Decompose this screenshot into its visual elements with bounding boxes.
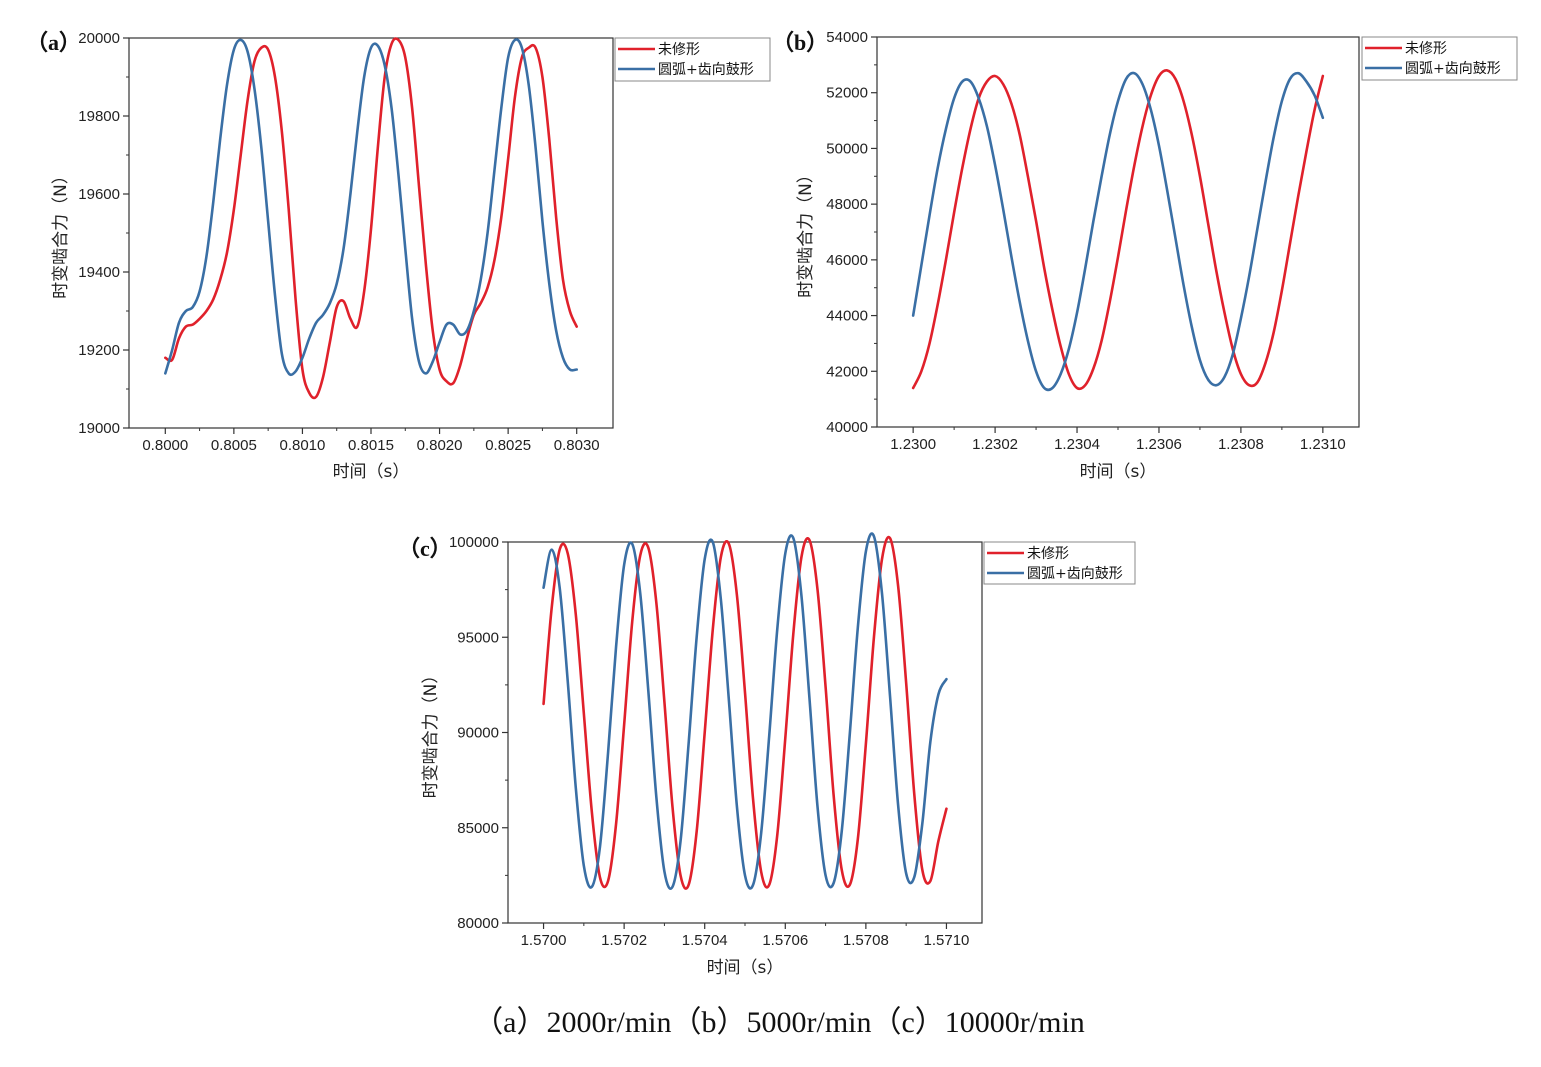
x-tick-label: 1.5710 [924, 932, 970, 949]
panel-b: （b） 40000 42000 44000 46000 48000 50000 52000 54… [772, 29, 1518, 482]
series-line-unmodified [542, 535, 948, 890]
legend-box [983, 541, 1136, 585]
series-line-unmodified [911, 69, 1325, 391]
y-tick-label: 50000 [826, 140, 868, 157]
y-tick-label: 19000 [78, 420, 120, 437]
x-tick-label: 1.5708 [843, 932, 889, 949]
panel-c: （c） 80000 85000 90000 95000 100000 1.5700 1.570… [398, 532, 1136, 978]
x-tick-label: 0.8005 [211, 437, 257, 454]
legend-box [614, 37, 771, 82]
panel-label: （b） [772, 30, 828, 55]
y-tick-label: 46000 [826, 252, 868, 269]
x-tick-label: 0.8010 [279, 437, 325, 454]
x-tick-label: 0.8025 [485, 437, 531, 454]
y-tick-label: 19400 [78, 264, 120, 281]
panel-a: （a） 19000 19200 19400 19600 19800 20000 0.8000 0… [26, 30, 771, 482]
x-tick-label: 1.5704 [682, 932, 728, 949]
y-tick-label: 52000 [826, 85, 868, 102]
y-tick-label: 19200 [78, 342, 120, 359]
x-tick-label: 1.2300 [890, 436, 936, 453]
legend-entry: 圆弧+齿向鼓形 [658, 62, 754, 78]
legend-entry: 未修形 [658, 42, 700, 58]
y-tick-label: 90000 [457, 725, 499, 742]
x-axis-label: 时间（s） [707, 958, 784, 978]
x-axis-label: 时间（s） [333, 462, 410, 482]
y-tick-label: 42000 [826, 363, 868, 380]
y-tick-label: 19600 [78, 186, 120, 203]
y-axis-label: 时变啮合力（N） [51, 167, 71, 299]
x-tick-label: 0.8030 [554, 437, 600, 454]
y-tick-label: 85000 [457, 820, 499, 837]
x-tick-label: 0.8000 [142, 437, 188, 454]
y-axis-label: 时变啮合力（N） [421, 667, 441, 799]
x-tick-label: 0.8015 [348, 437, 394, 454]
x-tick-label: 1.5700 [521, 932, 567, 949]
x-tick-label: 0.8020 [417, 437, 463, 454]
panel-label: （c） [398, 536, 452, 561]
y-tick-label: 20000 [78, 30, 120, 47]
y-tick-label: 44000 [826, 308, 868, 325]
y-tick-label: 19800 [78, 108, 120, 125]
y-tick-label: 100000 [449, 534, 499, 551]
y-tick-label: 95000 [457, 629, 499, 646]
x-tick-label: 1.2306 [1136, 436, 1182, 453]
y-tick-label: 80000 [457, 915, 499, 932]
y-axis-label: 时变啮合力（N） [796, 166, 816, 298]
x-tick-label: 1.2308 [1218, 436, 1264, 453]
series-line-arc-crowning [542, 532, 948, 890]
x-axis-label: 时间（s） [1080, 462, 1157, 482]
x-tick-label: 1.2302 [972, 436, 1018, 453]
legend-entry: 未修形 [1027, 546, 1069, 562]
y-tick-label: 54000 [826, 29, 868, 46]
x-tick-label: 1.5706 [762, 932, 808, 949]
x-tick-label: 1.2304 [1054, 436, 1100, 453]
legend-entry: 未修形 [1405, 41, 1447, 57]
legend-entry: 圆弧+齿向鼓形 [1405, 61, 1501, 77]
legend-entry: 圆弧+齿向鼓形 [1027, 566, 1123, 582]
figure-caption: （a）2000r/min（b）5000r/min（c）10000r/min [473, 1006, 1085, 1039]
y-tick-label: 48000 [826, 196, 868, 213]
legend-box [1361, 36, 1518, 81]
series-line-unmodified [164, 37, 578, 400]
x-tick-label: 1.2310 [1300, 436, 1346, 453]
x-tick-label: 1.5702 [601, 932, 647, 949]
y-tick-label: 40000 [826, 419, 868, 436]
series-line-arc-crowning [911, 71, 1325, 392]
series-line-arc-crowning [164, 38, 578, 377]
plot-frame [876, 36, 1360, 428]
panel-label: （a） [26, 30, 81, 55]
